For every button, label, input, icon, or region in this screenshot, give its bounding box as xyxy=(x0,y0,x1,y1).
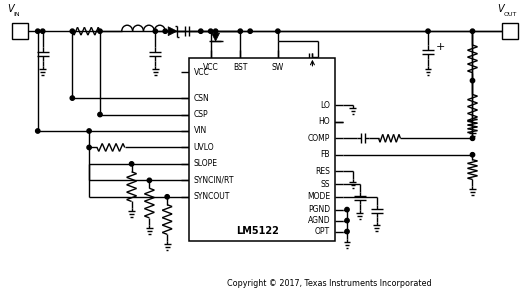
Circle shape xyxy=(70,29,75,33)
Circle shape xyxy=(147,178,152,183)
Text: RES: RES xyxy=(315,167,330,176)
Text: MODE: MODE xyxy=(307,192,330,201)
Circle shape xyxy=(345,229,349,234)
Text: SW: SW xyxy=(272,63,284,72)
Text: $V$: $V$ xyxy=(497,2,507,15)
Polygon shape xyxy=(211,33,219,41)
Circle shape xyxy=(345,207,349,212)
Text: COMP: COMP xyxy=(308,134,330,143)
Circle shape xyxy=(98,29,102,33)
Polygon shape xyxy=(168,27,177,36)
Text: FB: FB xyxy=(321,150,330,159)
Circle shape xyxy=(426,29,430,33)
Text: SYNCOUT: SYNCOUT xyxy=(194,192,230,201)
Circle shape xyxy=(36,29,40,33)
Text: CSN: CSN xyxy=(194,94,209,103)
Circle shape xyxy=(276,29,280,33)
Circle shape xyxy=(165,195,170,199)
Text: BST: BST xyxy=(233,63,248,72)
Text: IN: IN xyxy=(13,12,20,17)
Text: SS: SS xyxy=(321,179,330,189)
Text: VCC: VCC xyxy=(203,63,218,72)
Circle shape xyxy=(199,29,203,33)
Circle shape xyxy=(470,78,475,83)
Circle shape xyxy=(70,96,75,100)
Circle shape xyxy=(470,136,475,141)
Text: SYNCIN/RT: SYNCIN/RT xyxy=(194,176,234,185)
Text: LO: LO xyxy=(320,101,330,110)
Text: CSP: CSP xyxy=(194,110,208,119)
Text: OUT: OUT xyxy=(504,12,517,17)
Circle shape xyxy=(208,29,213,33)
Circle shape xyxy=(40,29,45,33)
Circle shape xyxy=(98,112,102,117)
Text: VIN: VIN xyxy=(194,126,207,136)
Text: PGND: PGND xyxy=(308,205,330,214)
Circle shape xyxy=(163,29,167,33)
Bar xyxy=(502,23,518,39)
Circle shape xyxy=(248,29,252,33)
Circle shape xyxy=(87,145,91,149)
Circle shape xyxy=(345,218,349,223)
Bar xyxy=(12,23,28,39)
Circle shape xyxy=(470,152,475,157)
Circle shape xyxy=(129,162,134,166)
Circle shape xyxy=(238,29,242,33)
Circle shape xyxy=(87,129,91,133)
Text: +: + xyxy=(436,42,445,52)
Text: $V$: $V$ xyxy=(7,2,16,15)
Text: HO: HO xyxy=(319,117,330,126)
Text: AGND: AGND xyxy=(307,216,330,225)
Text: OPT: OPT xyxy=(315,227,330,236)
Text: Copyright © 2017, Texas Instruments Incorporated: Copyright © 2017, Texas Instruments Inco… xyxy=(227,279,431,288)
Text: LM5122: LM5122 xyxy=(236,226,279,236)
Bar xyxy=(189,58,335,241)
Circle shape xyxy=(36,129,40,133)
Circle shape xyxy=(214,29,218,33)
Text: SLOPE: SLOPE xyxy=(194,159,218,168)
Circle shape xyxy=(153,29,157,33)
Circle shape xyxy=(470,29,475,33)
Text: VCC: VCC xyxy=(194,68,209,77)
Text: UVLO: UVLO xyxy=(194,143,215,152)
